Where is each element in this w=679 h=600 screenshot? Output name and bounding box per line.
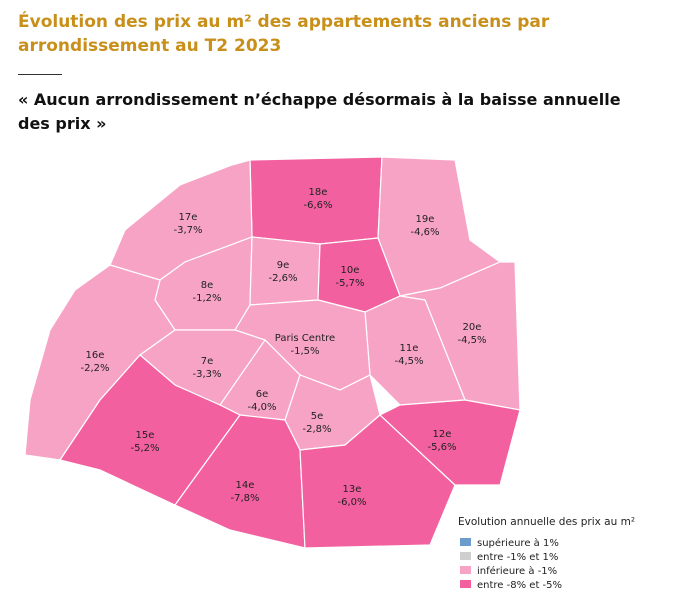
district-name: 7e xyxy=(201,356,214,367)
district-name: 8e xyxy=(201,280,214,291)
district-value: -2,2% xyxy=(80,363,109,374)
district-value: -3,7% xyxy=(173,225,202,236)
legend-swatch xyxy=(460,566,471,574)
district-value: -7,8% xyxy=(230,493,259,504)
subtitle: « Aucun arrondissement n’échappe désorma… xyxy=(18,90,621,133)
district-value: -5,7% xyxy=(335,278,364,289)
district-name: 12e xyxy=(433,429,452,440)
legend-swatch xyxy=(460,580,471,588)
district-value: -4,0% xyxy=(247,402,276,413)
district-name: 19e xyxy=(416,214,435,225)
district xyxy=(378,399,521,486)
title: Évolution des prix au m² des appartement… xyxy=(18,12,550,56)
district-value: -4,5% xyxy=(457,335,486,346)
district-name: 15e xyxy=(136,430,155,441)
district-value: -4,5% xyxy=(394,356,423,367)
district-name: 11e xyxy=(400,343,419,354)
district-value: -1,2% xyxy=(192,293,221,304)
district-name: Paris Centre xyxy=(275,333,335,344)
district-name: 9e xyxy=(277,260,290,271)
district-value: -4,6% xyxy=(410,227,439,238)
district-name: 16e xyxy=(86,350,105,361)
district-value: -2,8% xyxy=(302,424,331,435)
district-name: 6e xyxy=(256,389,269,400)
district-name: 14e xyxy=(236,480,255,491)
district-name: 20e xyxy=(463,322,482,333)
legend-title: Evolution annuelle des prix au m² xyxy=(458,516,635,528)
district-value: -5,6% xyxy=(427,442,456,453)
district-name: 13e xyxy=(343,484,362,495)
district-value: -1,5% xyxy=(290,346,319,357)
district-name: 5e xyxy=(311,411,324,422)
legend-label: entre -1% et 1% xyxy=(477,552,558,563)
district xyxy=(249,236,321,306)
legend-label: inférieure à -1% xyxy=(477,565,557,577)
legend-label: entre -8% et -5% xyxy=(477,580,562,591)
legend-swatch xyxy=(460,538,471,546)
district-value: -6,6% xyxy=(303,200,332,211)
district-name: 18e xyxy=(309,187,328,198)
divider xyxy=(18,74,62,75)
district-value: -6,0% xyxy=(337,497,366,508)
district-value: -2,6% xyxy=(268,273,297,284)
legend-label: supérieure à 1% xyxy=(477,537,559,549)
legend-swatch xyxy=(460,552,471,560)
district-name: 10e xyxy=(341,265,360,276)
district-value: -5,2% xyxy=(130,443,159,454)
district-value: -3,3% xyxy=(192,369,221,380)
district-name: 17e xyxy=(179,212,198,223)
